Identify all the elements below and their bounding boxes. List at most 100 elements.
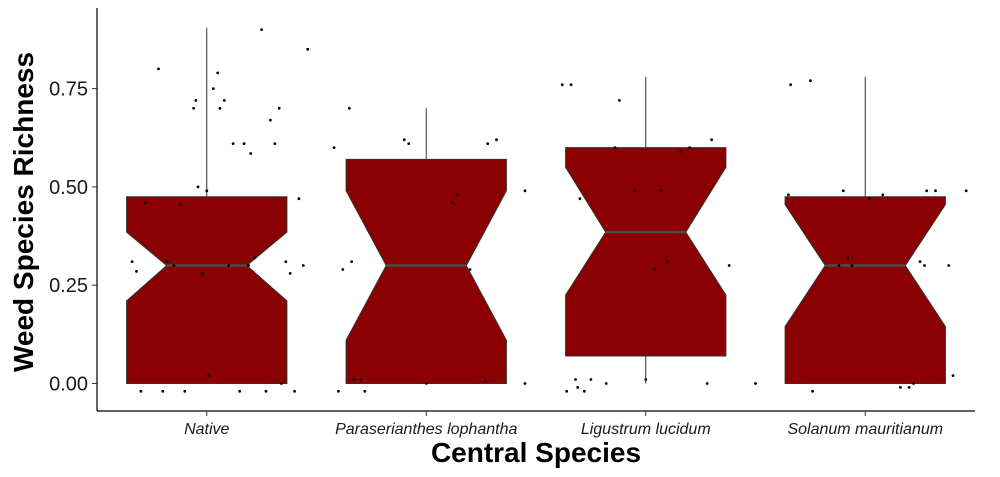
box-body	[345, 158, 507, 384]
data-point	[486, 142, 490, 146]
data-point	[297, 197, 301, 201]
data-point	[402, 138, 406, 142]
data-point	[143, 201, 147, 205]
data-point	[560, 83, 564, 87]
data-point	[964, 189, 968, 193]
data-point	[264, 389, 268, 393]
data-point	[912, 382, 915, 385]
data-point	[183, 389, 187, 393]
data-point	[211, 87, 215, 90]
data-point	[337, 389, 340, 393]
x-tick-label: Ligustrum lucidum	[581, 421, 711, 438]
data-point	[589, 378, 593, 381]
data-point	[363, 389, 367, 393]
data-point	[424, 382, 428, 385]
data-point	[727, 264, 731, 267]
data-point	[238, 389, 242, 393]
data-point	[868, 197, 871, 201]
data-point	[135, 270, 138, 273]
data-point	[574, 378, 577, 381]
data-point	[201, 272, 204, 275]
data-point	[951, 374, 955, 377]
data-point	[227, 264, 231, 267]
data-point	[787, 193, 790, 197]
data-point	[468, 268, 472, 271]
data-point	[273, 142, 277, 146]
box-body	[565, 147, 727, 357]
data-point	[582, 389, 586, 393]
data-point	[523, 382, 527, 385]
data-point	[205, 189, 209, 193]
data-point	[293, 389, 296, 393]
data-point	[925, 189, 929, 193]
data-point	[837, 264, 841, 267]
data-point	[216, 71, 220, 75]
plot-area	[126, 27, 968, 393]
data-point	[247, 264, 250, 267]
data-point	[218, 106, 222, 110]
data-point	[196, 185, 200, 189]
data-point	[179, 203, 182, 207]
data-point	[947, 264, 951, 267]
data-point	[165, 260, 169, 263]
data-point	[231, 142, 235, 146]
data-point	[130, 260, 134, 263]
data-point	[789, 83, 792, 87]
box-body	[126, 196, 288, 384]
box-body	[784, 196, 946, 384]
data-point	[644, 378, 648, 381]
y-tick-label: 0.50	[49, 177, 88, 199]
y-tick-label: 0.00	[49, 373, 88, 395]
data-point	[451, 201, 454, 205]
y-tick-label: 0.75	[49, 79, 88, 101]
data-point	[565, 389, 569, 393]
data-point	[332, 146, 336, 150]
data-point	[907, 386, 911, 389]
data-point	[495, 138, 498, 142]
data-point	[139, 389, 143, 393]
data-point	[484, 380, 487, 383]
data-point	[192, 106, 196, 110]
data-point	[280, 382, 283, 385]
data-point	[923, 264, 926, 267]
data-point	[604, 382, 608, 385]
data-point	[284, 260, 288, 263]
data-point	[207, 374, 211, 377]
data-point	[523, 189, 527, 193]
data-point	[222, 99, 226, 102]
data-point	[934, 189, 937, 193]
data-point	[811, 389, 814, 393]
data-point	[578, 197, 582, 201]
data-point	[341, 268, 345, 271]
data-point	[633, 189, 637, 193]
data-point	[899, 386, 902, 389]
data-point	[172, 264, 176, 267]
data-point	[260, 28, 263, 31]
data-point	[301, 264, 305, 267]
data-point	[306, 47, 310, 51]
data-point	[809, 79, 812, 83]
data-point	[249, 152, 253, 155]
data-point	[455, 193, 459, 197]
y-axis-title: Weed Species Richness	[8, 52, 39, 372]
x-axis-ticks: Native Paraserianthes lophantha Ligustrum …	[184, 411, 943, 438]
y-axis-ticks: 0.00 0.25 0.50 0.75	[49, 79, 97, 395]
jitter-points	[130, 28, 968, 393]
x-tick-label: Solanum mauritianum	[787, 421, 943, 438]
data-point	[666, 260, 670, 263]
data-point	[348, 106, 351, 110]
data-point	[157, 67, 160, 71]
data-point	[350, 260, 353, 263]
data-point	[359, 378, 362, 381]
data-point	[253, 256, 257, 260]
data-point	[269, 118, 272, 122]
data-point	[679, 150, 683, 153]
y-tick-label: 0.25	[49, 275, 88, 297]
data-point	[569, 83, 573, 87]
data-point	[705, 382, 709, 385]
box-3	[784, 76, 946, 384]
data-point	[194, 99, 198, 102]
data-point	[754, 382, 757, 385]
data-point	[277, 106, 281, 110]
